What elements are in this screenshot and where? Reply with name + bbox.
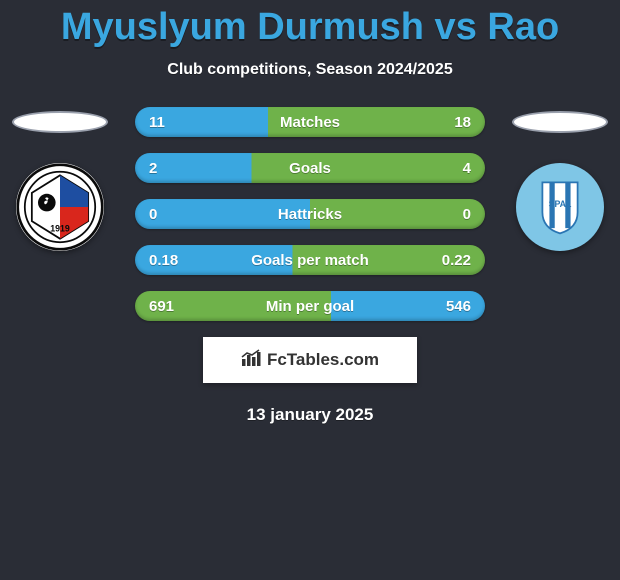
stat-row: 0.18Goals per match0.22 bbox=[135, 245, 485, 275]
stat-label: Goals bbox=[135, 160, 485, 177]
subtitle: Club competitions, Season 2024/2025 bbox=[0, 61, 620, 79]
main-content: 1919 SPAL 11Matches18 2Goals4 0Hattricks0 0… bbox=[0, 107, 620, 425]
player-right-ellipse bbox=[512, 111, 608, 133]
stat-row: 0Hattricks0 bbox=[135, 199, 485, 229]
site-credit: FcTables.com bbox=[203, 337, 417, 383]
spal-badge: SPAL bbox=[516, 163, 604, 251]
stats-panel: 11Matches18 2Goals4 0Hattricks0 0.18Goals p… bbox=[135, 107, 485, 321]
stat-row: 2Goals4 bbox=[135, 153, 485, 183]
stat-row: 11Matches18 bbox=[135, 107, 485, 137]
bar-chart-icon bbox=[241, 349, 261, 372]
svg-text:1919: 1919 bbox=[50, 224, 70, 234]
stat-label: Hattricks bbox=[135, 206, 485, 223]
svg-text:SPAL: SPAL bbox=[549, 199, 572, 209]
page-title: Myuslyum Durmush vs Rao bbox=[0, 0, 620, 49]
player-right-column: SPAL bbox=[500, 107, 620, 251]
sestri-levante-badge: 1919 bbox=[16, 163, 104, 251]
site-name: FcTables.com bbox=[267, 350, 379, 370]
player-left-column: 1919 bbox=[0, 107, 120, 251]
stat-label: Goals per match bbox=[135, 252, 485, 269]
stat-row: 691Min per goal546 bbox=[135, 291, 485, 321]
player-left-ellipse bbox=[12, 111, 108, 133]
stat-label: Matches bbox=[135, 114, 485, 131]
stat-label: Min per goal bbox=[135, 298, 485, 315]
date-label: 13 january 2025 bbox=[0, 405, 620, 425]
